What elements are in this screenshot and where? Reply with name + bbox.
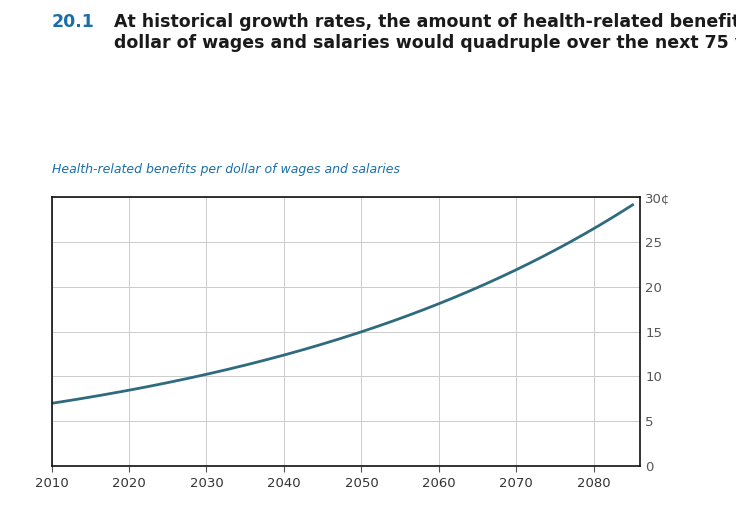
Text: 20.1: 20.1 — [52, 13, 94, 31]
Text: At historical growth rates, the amount of health-related benefits per
dollar of : At historical growth rates, the amount o… — [114, 13, 736, 52]
Text: Health-related benefits per dollar of wages and salaries: Health-related benefits per dollar of wa… — [52, 163, 400, 176]
